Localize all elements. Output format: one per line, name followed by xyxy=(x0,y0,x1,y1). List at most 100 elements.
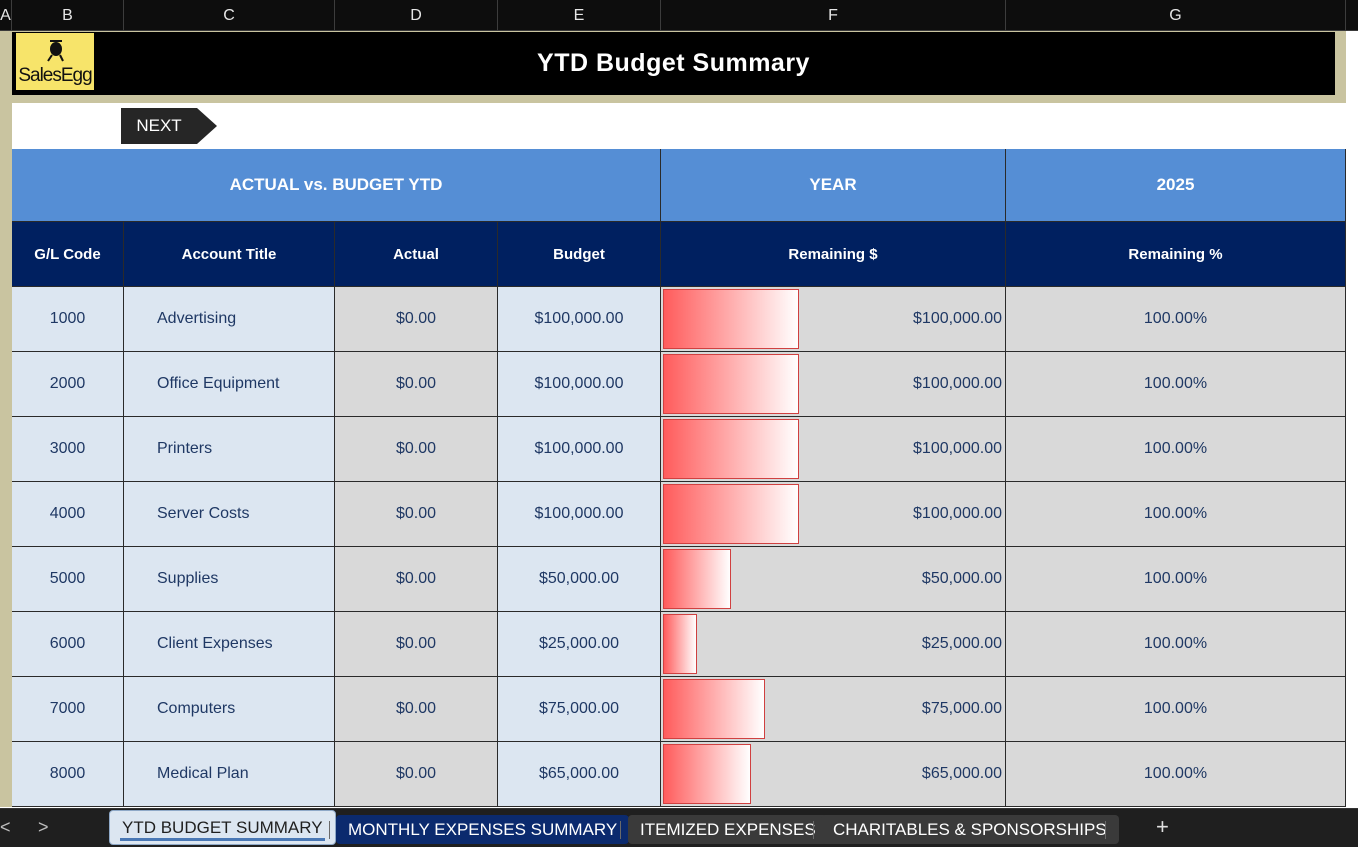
remaining-percent-cell[interactable]: 100.00% xyxy=(1006,352,1346,417)
column-title-gl-code[interactable]: G/L Code xyxy=(12,222,124,287)
egg-mascot-icon xyxy=(47,40,64,62)
actual-cell[interactable]: $0.00 xyxy=(335,677,498,742)
budget-cell[interactable]: $50,000.00 xyxy=(498,547,661,612)
tab-separator xyxy=(329,821,330,839)
remaining-dollars-cell[interactable]: $50,000.00 xyxy=(661,547,1006,612)
account-title-cell[interactable]: Office Equipment xyxy=(124,352,335,417)
column-header-f[interactable]: F xyxy=(661,0,1006,31)
actual-cell[interactable]: $0.00 xyxy=(335,612,498,677)
actual-cell[interactable]: $0.00 xyxy=(335,417,498,482)
remaining-value: $50,000.00 xyxy=(921,570,1002,587)
actual-cell[interactable]: $0.00 xyxy=(335,547,498,612)
remaining-dollars-cell[interactable]: $65,000.00 xyxy=(661,742,1006,807)
year-label-header[interactable]: YEAR xyxy=(661,149,1006,222)
remaining-percent-cell[interactable]: 100.00% xyxy=(1006,287,1346,352)
remaining-percent-cell[interactable]: 100.00% xyxy=(1006,612,1346,677)
remaining-dollars-cell[interactable]: $100,000.00 xyxy=(661,417,1006,482)
gl-code-cell[interactable]: 7000 xyxy=(12,677,124,742)
remaining-value: $75,000.00 xyxy=(921,700,1002,717)
remaining-value: $100,000.00 xyxy=(913,375,1002,392)
year-value-header[interactable]: 2025 xyxy=(1006,149,1346,222)
remaining-percent-cell[interactable]: 100.00% xyxy=(1006,742,1346,807)
budget-cell[interactable]: $100,000.00 xyxy=(498,417,661,482)
account-title-cell[interactable]: Client Expenses xyxy=(124,612,335,677)
section-header[interactable]: ACTUAL vs. BUDGET YTD xyxy=(12,149,661,222)
tab-label: YTD BUDGET SUMMARY xyxy=(122,818,323,837)
next-button[interactable]: NEXT xyxy=(121,108,217,144)
tab-itemized-expenses[interactable]: ITEMIZED EXPENSES xyxy=(628,815,828,844)
actual-cell[interactable]: $0.00 xyxy=(335,352,498,417)
account-title-cell[interactable]: Printers xyxy=(124,417,335,482)
arrow-right-icon xyxy=(121,108,217,144)
column-title-account[interactable]: Account Title xyxy=(124,222,335,287)
gl-code-cell[interactable]: 2000 xyxy=(12,352,124,417)
budget-cell[interactable]: $100,000.00 xyxy=(498,287,661,352)
gl-code-cell[interactable]: 5000 xyxy=(12,547,124,612)
data-bar xyxy=(663,679,765,739)
remaining-dollars-cell[interactable]: $100,000.00 xyxy=(661,482,1006,547)
remaining-dollars-cell[interactable]: $25,000.00 xyxy=(661,612,1006,677)
gl-code-cell[interactable]: 8000 xyxy=(12,742,124,807)
column-header-b[interactable]: B xyxy=(12,0,124,31)
tab-monthly-expenses-summary[interactable]: MONTHLY EXPENSES SUMMARY xyxy=(336,815,630,844)
next-button-label: NEXT xyxy=(136,116,182,135)
account-title-cell[interactable]: Computers xyxy=(124,677,335,742)
gl-code-cell[interactable]: 1000 xyxy=(12,287,124,352)
actual-cell[interactable]: $0.00 xyxy=(335,742,498,807)
column-a-strip xyxy=(0,31,12,807)
remaining-percent-cell[interactable]: 100.00% xyxy=(1006,482,1346,547)
budget-cell[interactable]: $25,000.00 xyxy=(498,612,661,677)
data-bar xyxy=(663,289,799,349)
data-bar xyxy=(663,744,751,804)
data-bar xyxy=(663,354,799,414)
budget-cell[interactable]: $75,000.00 xyxy=(498,677,661,742)
gl-code-cell[interactable]: 3000 xyxy=(12,417,124,482)
account-title-cell[interactable]: Medical Plan xyxy=(124,742,335,807)
plus-icon[interactable]: + xyxy=(1156,814,1169,839)
column-header-row: A B C D E F G xyxy=(0,0,1358,31)
salesegg-logo[interactable]: SalesEgg xyxy=(16,33,94,90)
actual-cell[interactable]: $0.00 xyxy=(335,482,498,547)
column-title-actual[interactable]: Actual xyxy=(335,222,498,287)
account-title-cell[interactable]: Supplies xyxy=(124,547,335,612)
account-title-cell[interactable]: Server Costs xyxy=(124,482,335,547)
data-bar xyxy=(663,614,697,674)
gl-code-cell[interactable]: 4000 xyxy=(12,482,124,547)
remaining-value: $25,000.00 xyxy=(921,635,1002,652)
remaining-value: $100,000.00 xyxy=(913,505,1002,522)
data-bar xyxy=(663,549,731,609)
remaining-percent-cell[interactable]: 100.00% xyxy=(1006,417,1346,482)
tab-charitables-sponsorships[interactable]: CHARITABLES & SPONSORSHIPS xyxy=(821,815,1119,844)
remaining-percent-cell[interactable]: 100.00% xyxy=(1006,677,1346,742)
account-title-cell[interactable]: Advertising xyxy=(124,287,335,352)
gl-code-cell[interactable]: 6000 xyxy=(12,612,124,677)
actual-cell[interactable]: $0.00 xyxy=(335,287,498,352)
column-title-remaining-percent[interactable]: Remaining % xyxy=(1006,222,1346,287)
column-header-a[interactable]: A xyxy=(0,0,12,31)
remaining-percent-cell[interactable]: 100.00% xyxy=(1006,547,1346,612)
budget-cell[interactable]: $65,000.00 xyxy=(498,742,661,807)
column-header-d[interactable]: D xyxy=(335,0,498,31)
column-header-c[interactable]: C xyxy=(124,0,335,31)
tab-separator xyxy=(1105,821,1106,839)
budget-cell[interactable]: $100,000.00 xyxy=(498,482,661,547)
banner-right-gap xyxy=(1346,31,1358,103)
sheet-tab-bar: < > YTD BUDGET SUMMARY MONTHLY EXPENSES … xyxy=(0,808,1358,847)
tab-separator xyxy=(813,821,814,839)
remaining-dollars-cell[interactable]: $75,000.00 xyxy=(661,677,1006,742)
column-title-budget[interactable]: Budget xyxy=(498,222,661,287)
data-bar xyxy=(663,419,799,479)
budget-cell[interactable]: $100,000.00 xyxy=(498,352,661,417)
column-title-remaining-dollars[interactable]: Remaining $ xyxy=(661,222,1006,287)
remaining-dollars-cell[interactable]: $100,000.00 xyxy=(661,352,1006,417)
remaining-dollars-cell[interactable]: $100,000.00 xyxy=(661,287,1006,352)
column-header-e[interactable]: E xyxy=(498,0,661,31)
page-title: YTD Budget Summary xyxy=(537,49,810,77)
column-header-g[interactable]: G xyxy=(1006,0,1346,31)
tab-ytd-budget-summary[interactable]: YTD BUDGET SUMMARY xyxy=(109,810,336,845)
chevron-left-icon[interactable]: < xyxy=(0,817,11,837)
logo-text: SalesEgg xyxy=(18,65,92,86)
chevron-right-icon[interactable]: > xyxy=(38,817,49,837)
tab-separator xyxy=(620,821,621,839)
